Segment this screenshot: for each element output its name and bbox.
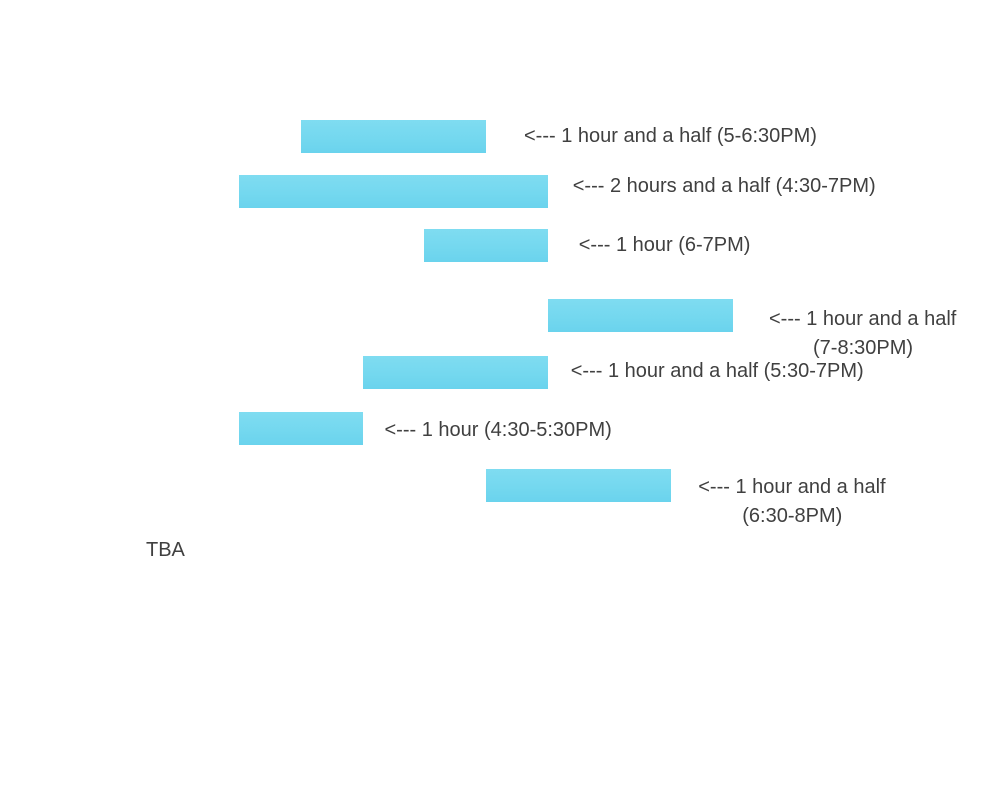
time-bar [362, 356, 548, 389]
bar-label: <--- 1 hour and a half (6:30-8PM) [698, 473, 885, 531]
time-bar [239, 175, 548, 208]
bar-label-line: <--- 1 hour (4:30-5:30PM) [384, 419, 612, 441]
time-bar [239, 412, 363, 445]
bar-label: <--- 1 hour (6-7PM) [579, 231, 751, 260]
bar-label-line: <--- 2 hours and a half (4:30-7PM) [572, 175, 876, 197]
time-bar [486, 469, 672, 502]
tba-note: TBA [146, 539, 185, 561]
bar-label-line: <--- 1 hour and a half (5-6:30PM) [524, 125, 817, 147]
bar-label-line-2: (7-8:30PM) [813, 337, 914, 359]
bar-label: <--- 1 hour and a half (7-8:30PM) [769, 305, 956, 363]
bar-label: <--- 1 hour (4:30-5:30PM) [385, 416, 612, 445]
bar-label-line: <--- 1 hour (6-7PM) [578, 234, 751, 256]
bar-label: <--- 1 hour and a half (5-6:30PM) [524, 122, 817, 151]
time-bar [547, 299, 733, 332]
bar-label: <--- 1 hour and a half (5:30-7PM) [571, 357, 864, 386]
bar-label: <--- 2 hours and a half (4:30-7PM) [573, 172, 876, 201]
time-bar [424, 229, 548, 262]
time-bar [300, 120, 486, 153]
bar-label-line: <--- 1 hour and a half (5:30-7PM) [570, 360, 864, 382]
bar-label-line: <--- 1 hour and a half [769, 308, 957, 330]
bar-label-line: <--- 1 hour and a half [698, 476, 886, 498]
bar-label-line-2: (6:30-8PM) [742, 505, 843, 527]
